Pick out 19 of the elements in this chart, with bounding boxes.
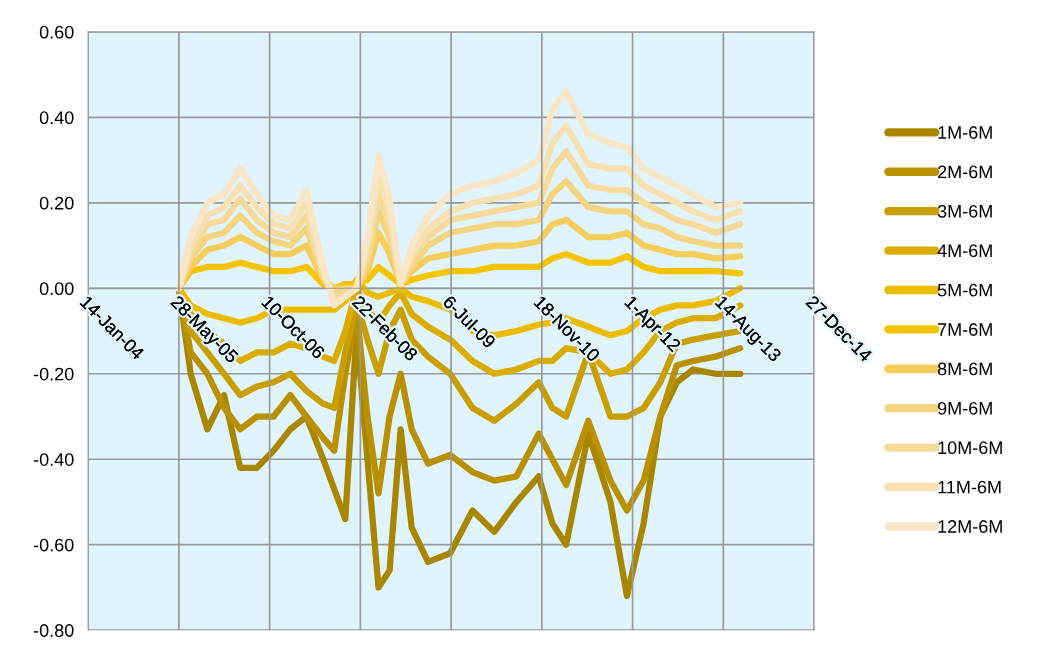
legend-label: 5M-6M <box>937 283 992 297</box>
legend-label: 1M-6M <box>938 126 992 139</box>
legend-label: 8M-6M <box>937 362 992 376</box>
y-tick-label: 0.00 <box>39 282 74 296</box>
y-tick-label: -0.20 <box>33 367 74 381</box>
legend-label: 10M-6M <box>938 441 1002 455</box>
y-tick-label: -0.60 <box>33 538 74 552</box>
legend-label: 4M-6M <box>937 244 992 258</box>
legend-label: 12M-6M <box>938 520 1002 533</box>
legend-label: 9M-6M <box>937 401 992 415</box>
legend-label: 11M-6M <box>938 480 1001 494</box>
y-tick-label: -0.40 <box>33 453 74 466</box>
legend-label: 7M-6M <box>938 323 992 336</box>
legend-label: 3M-6M <box>937 204 992 218</box>
y-tick-label: 0.20 <box>39 196 74 210</box>
y-tick-label: 0.60 <box>39 25 74 39</box>
legend-label: 2M-6M <box>938 165 992 179</box>
y-tick-label: 0.40 <box>39 111 74 125</box>
y-tick-label: -0.80 <box>33 624 74 637</box>
